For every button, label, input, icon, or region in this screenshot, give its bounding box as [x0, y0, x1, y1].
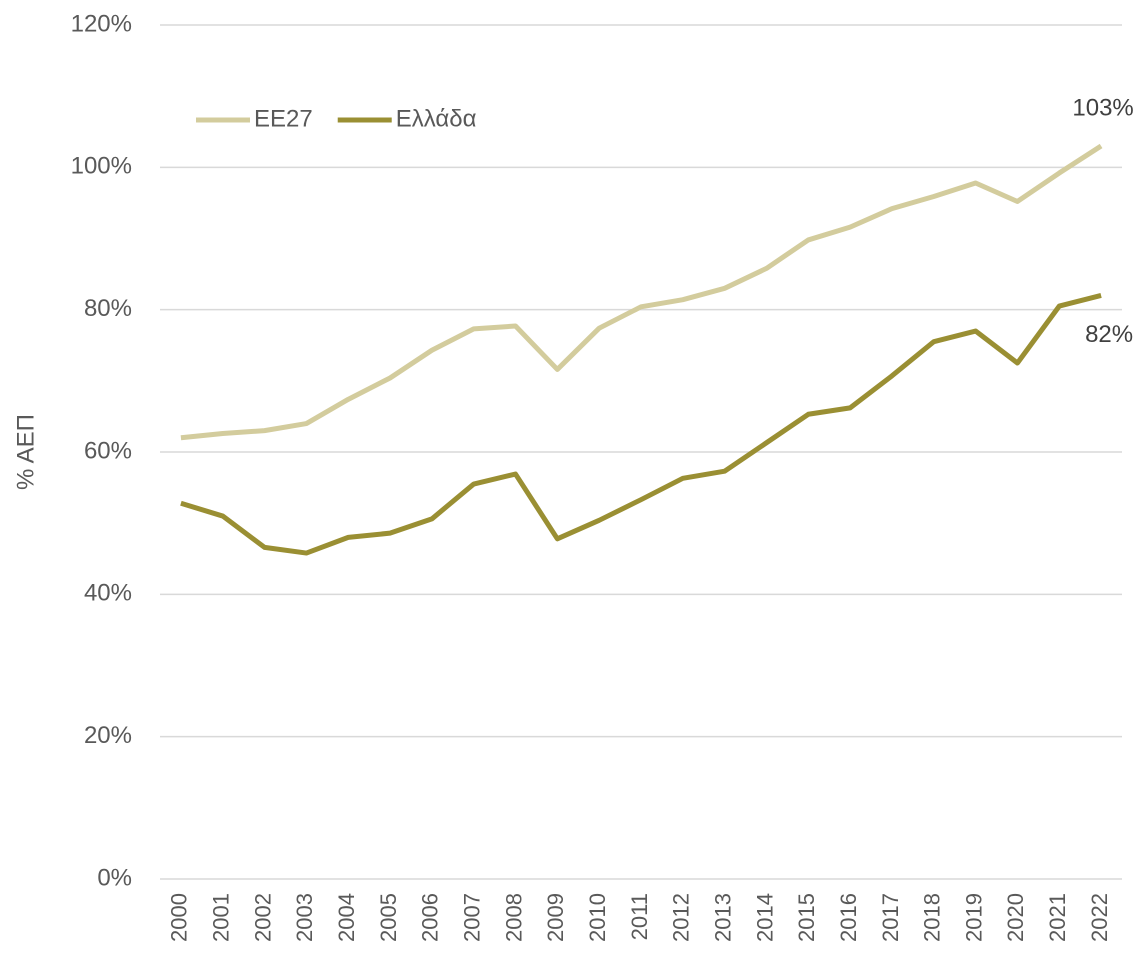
x-tick-label: 2004	[334, 893, 359, 942]
x-tick-label: 2013	[710, 893, 735, 942]
x-tick-label: 2022	[1087, 893, 1112, 942]
x-tick-label: 2009	[543, 893, 568, 942]
series-line	[180, 293, 1102, 556]
x-tick-label: 2017	[878, 893, 903, 942]
data-label: 82%	[1085, 321, 1133, 348]
x-tick-label: 2018	[920, 893, 945, 942]
x-tick-label: 2014	[752, 893, 777, 942]
x-tick-label: 2010	[585, 893, 610, 942]
x-tick-label: 2016	[836, 893, 861, 942]
series-line	[180, 143, 1103, 441]
y-tick-label: 100%	[71, 153, 132, 180]
x-tick-label: 2005	[376, 893, 401, 942]
y-tick-label: 80%	[84, 295, 132, 322]
x-tick-label: 2021	[1045, 893, 1070, 942]
y-tick-label: 60%	[84, 437, 132, 464]
x-tick-label: 2020	[1003, 893, 1028, 942]
x-tick-label: 2002	[250, 893, 275, 942]
y-tick-label: 40%	[84, 580, 132, 607]
x-tick-label: 2015	[794, 893, 819, 942]
y-tick-label: 120%	[71, 10, 132, 37]
y-tick-label: 20%	[84, 722, 132, 749]
data-label: 103%	[1072, 94, 1133, 121]
x-tick-label: 2008	[501, 893, 526, 942]
legend-label: ΕΕ27	[254, 105, 313, 132]
x-tick-label: 2003	[292, 893, 317, 942]
x-tick-label: 2007	[460, 893, 485, 942]
x-tick-label: 2011	[627, 893, 652, 940]
x-tick-label: 2006	[418, 893, 443, 942]
x-tick-label: 2012	[669, 893, 694, 942]
y-tick-label: 0%	[97, 864, 132, 891]
x-tick-label: 2019	[961, 893, 986, 942]
y-axis-title: % ΑΕΠ	[12, 414, 39, 490]
legend-label: Ελλάδα	[396, 105, 477, 132]
x-tick-label: 2001	[209, 893, 234, 942]
x-tick-label: 2000	[167, 893, 192, 942]
